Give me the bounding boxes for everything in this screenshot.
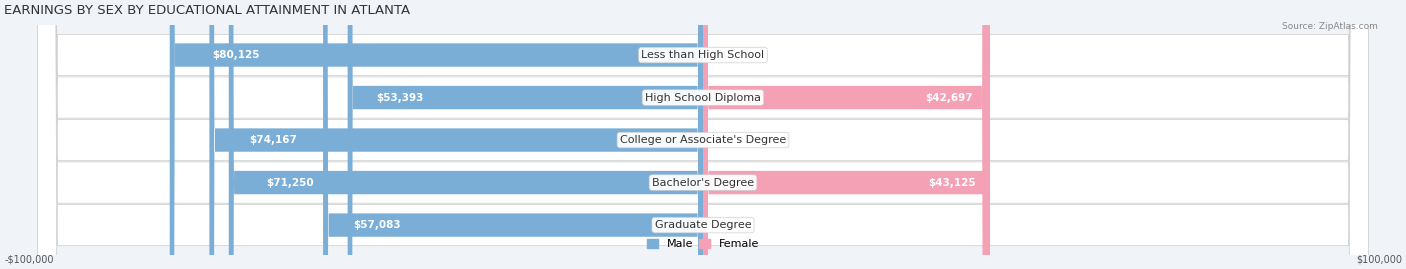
Text: $71,250: $71,250 — [267, 178, 315, 187]
Text: -$100,000: -$100,000 — [4, 255, 53, 265]
FancyBboxPatch shape — [703, 0, 987, 269]
Text: Source: ZipAtlas.com: Source: ZipAtlas.com — [1282, 22, 1378, 30]
FancyBboxPatch shape — [323, 0, 703, 269]
FancyBboxPatch shape — [38, 0, 1368, 269]
FancyBboxPatch shape — [209, 0, 703, 269]
FancyBboxPatch shape — [38, 0, 1368, 269]
FancyBboxPatch shape — [347, 0, 703, 269]
Text: $0: $0 — [716, 50, 731, 60]
Text: $100,000: $100,000 — [1355, 255, 1402, 265]
Text: EARNINGS BY SEX BY EDUCATIONAL ATTAINMENT IN ATLANTA: EARNINGS BY SEX BY EDUCATIONAL ATTAINMEN… — [4, 4, 411, 17]
Text: High School Diploma: High School Diploma — [645, 93, 761, 102]
Text: $0: $0 — [716, 220, 731, 230]
Legend: Male, Female: Male, Female — [643, 235, 763, 254]
Text: Less than High School: Less than High School — [641, 50, 765, 60]
Text: $42,697: $42,697 — [925, 93, 973, 102]
Text: $0: $0 — [716, 135, 731, 145]
FancyBboxPatch shape — [38, 0, 1368, 269]
Text: $43,125: $43,125 — [928, 178, 976, 187]
FancyBboxPatch shape — [170, 0, 703, 269]
Text: $74,167: $74,167 — [249, 135, 297, 145]
Text: College or Associate's Degree: College or Associate's Degree — [620, 135, 786, 145]
Text: Graduate Degree: Graduate Degree — [655, 220, 751, 230]
Text: $80,125: $80,125 — [212, 50, 260, 60]
FancyBboxPatch shape — [38, 0, 1368, 269]
Text: $57,083: $57,083 — [353, 220, 401, 230]
Text: $53,393: $53,393 — [375, 93, 423, 102]
FancyBboxPatch shape — [229, 0, 703, 269]
Text: Bachelor's Degree: Bachelor's Degree — [652, 178, 754, 187]
FancyBboxPatch shape — [38, 0, 1368, 269]
FancyBboxPatch shape — [703, 0, 990, 269]
